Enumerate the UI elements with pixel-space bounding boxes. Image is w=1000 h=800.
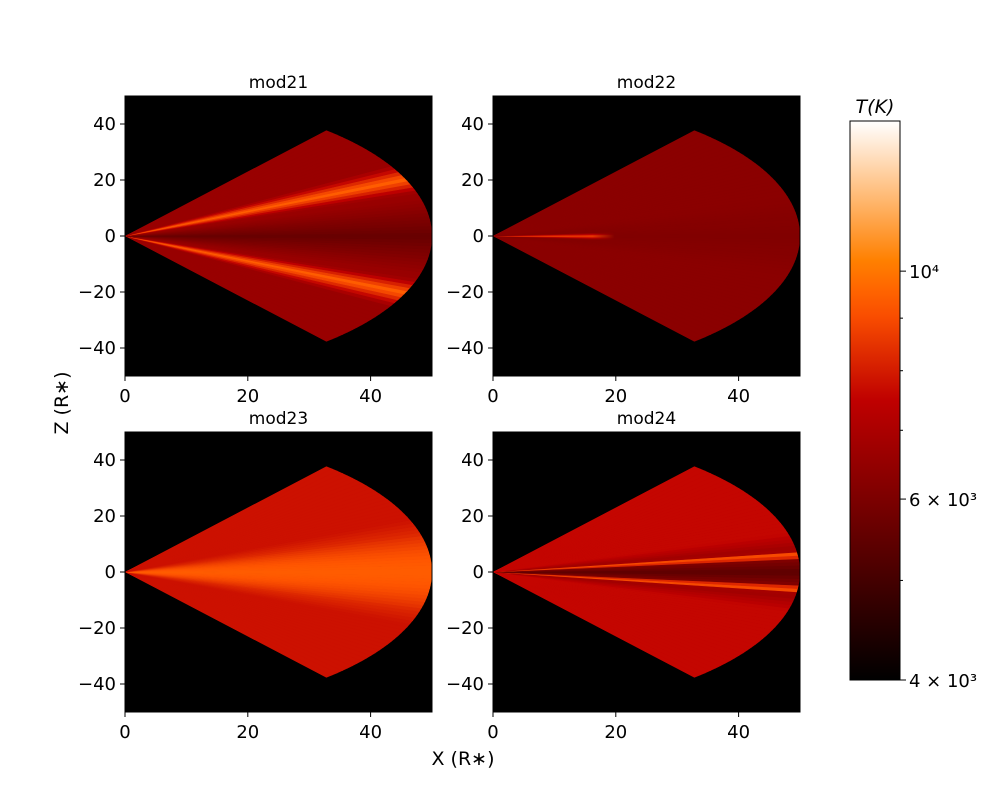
x-tick-label: 40	[727, 722, 750, 743]
y-tick-label: 40	[461, 114, 484, 135]
panel-title: mod24	[617, 409, 676, 429]
temperature-field	[493, 466, 800, 678]
y-tick-label: −20	[78, 282, 116, 303]
y-tick-label: −20	[446, 618, 484, 639]
colorbar-tick-label: 6 × 10³	[909, 490, 977, 511]
x-tick-label: 40	[359, 386, 382, 407]
temperature-field	[125, 130, 432, 342]
x-tick-label: 20	[604, 386, 627, 407]
y-tick-label: 40	[93, 450, 116, 471]
y-tick-label: 0	[105, 226, 116, 247]
x-tick-label: 20	[236, 386, 259, 407]
panel-mod21: mod21 0 20 40 40 20 0 −20 −40	[78, 73, 433, 407]
x-tick-label: 0	[487, 386, 498, 407]
panel-mod22: mod22 0 20 40 40 20 0 −20 −40	[446, 73, 801, 407]
y-tick-label: −20	[446, 282, 484, 303]
y-tick-label: −20	[78, 618, 116, 639]
panel-mod24: mod24 0 20 40 40 20 0 −20 −40	[446, 409, 801, 743]
y-tick-label: −40	[446, 338, 484, 359]
x-tick-label: 20	[236, 722, 259, 743]
temperature-field	[493, 130, 800, 342]
panel-mod23: mod23 0 20 40 40 20 0 −20 −40	[78, 409, 433, 743]
y-tick-label: −40	[78, 674, 116, 695]
y-tick-label: 0	[473, 562, 484, 583]
colorbar: 10⁴ 6 × 10³ 4 × 10³ T(K)	[849, 96, 977, 692]
y-axis-label: Z (R∗)	[51, 371, 73, 434]
x-axis-label: X (R∗)	[431, 748, 494, 770]
temperature-sector	[493, 130, 742, 237]
x-tick-label: 0	[119, 722, 130, 743]
colorbar-tick-label: 4 × 10³	[909, 671, 977, 692]
colorbar-title: T(K)	[856, 96, 895, 118]
y-tick-label: −40	[446, 674, 484, 695]
panel-title: mod21	[249, 73, 308, 93]
temperature-field	[125, 466, 432, 678]
y-tick-label: 40	[93, 114, 116, 135]
y-tick-label: −40	[78, 338, 116, 359]
panels-layer: mod21 0 20 40 40 20 0 −20 −40 mod22 0 20 40 40 20 0 −20 −…	[78, 73, 801, 743]
panel-title: mod23	[249, 409, 308, 429]
x-tick-label: 40	[727, 386, 750, 407]
x-tick-label: 20	[604, 722, 627, 743]
colorbar-tick-label: 10⁴	[909, 262, 939, 283]
temperature-sector	[125, 130, 374, 237]
y-tick-label: 20	[93, 170, 116, 191]
y-tick-label: 40	[461, 450, 484, 471]
x-tick-label: 40	[359, 722, 382, 743]
colorbar-gradient	[849, 120, 901, 681]
x-tick-label: 0	[487, 722, 498, 743]
y-tick-label: 20	[93, 506, 116, 527]
y-tick-label: 20	[461, 506, 484, 527]
y-tick-label: 0	[473, 226, 484, 247]
y-tick-label: 20	[461, 170, 484, 191]
temperature-sector	[125, 466, 374, 573]
y-tick-label: 0	[105, 562, 116, 583]
panel-title: mod22	[617, 73, 676, 93]
temperature-sector	[493, 466, 742, 573]
x-tick-label: 0	[119, 386, 130, 407]
